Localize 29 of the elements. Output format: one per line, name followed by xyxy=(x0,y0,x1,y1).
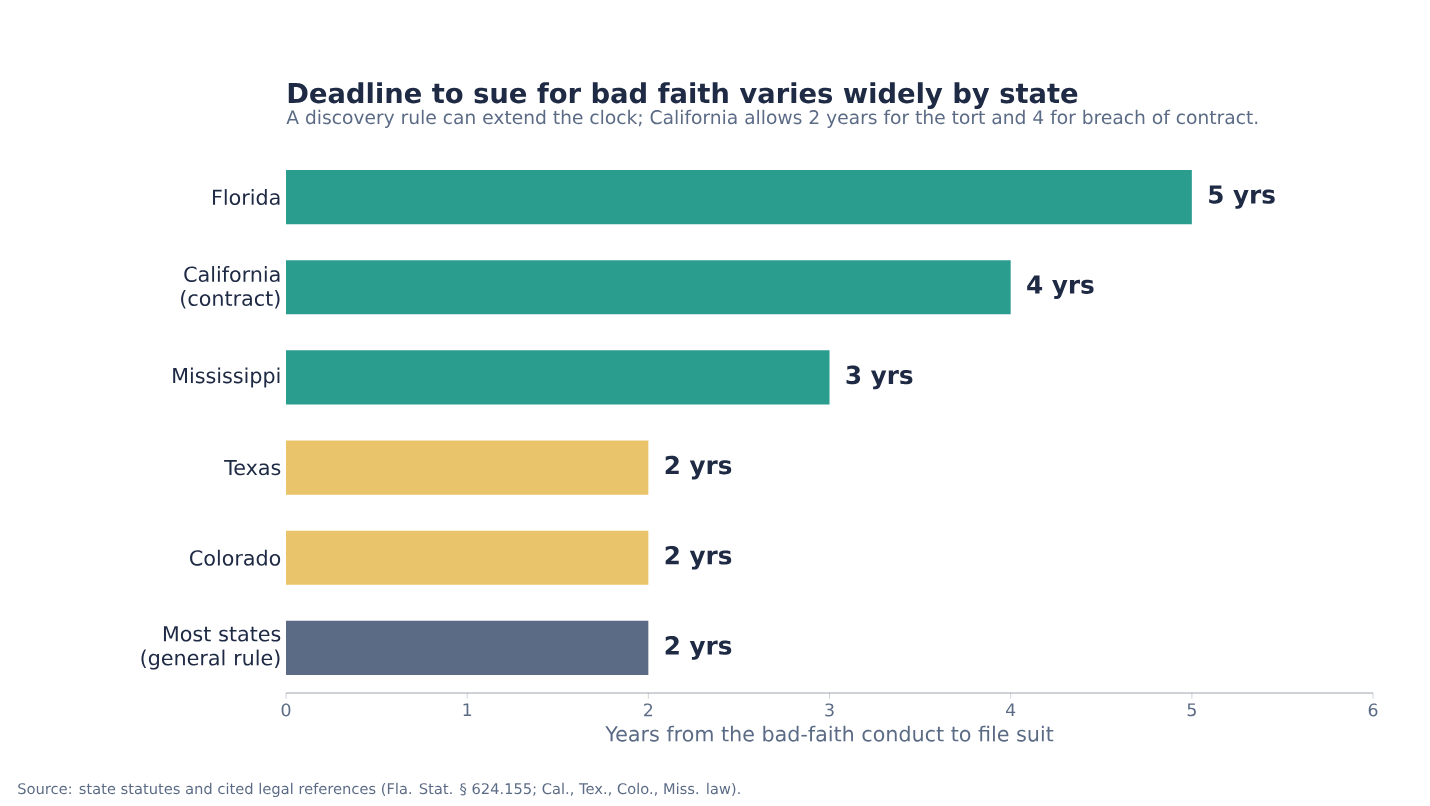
data-label: 2 yrs xyxy=(665,545,732,570)
bar xyxy=(286,350,830,405)
x-tick-label: 1 xyxy=(463,703,472,717)
bar xyxy=(286,530,649,585)
bar xyxy=(286,620,649,675)
x-tick-label: 5 xyxy=(1187,703,1196,717)
x-axis-title: Years from the bad-faith conduct to file suit xyxy=(605,725,1054,742)
x-tick-label: 2 xyxy=(644,703,653,717)
bar xyxy=(286,260,1011,315)
x-tick-label: 6 xyxy=(1368,703,1378,717)
data-label: 3 yrs xyxy=(846,365,913,390)
bar xyxy=(286,440,649,495)
data-label: 2 yrs xyxy=(665,455,732,480)
chart-title: Deadline to sue for bad faith varies widely by state xyxy=(288,82,1078,109)
x-tick-label: 3 xyxy=(825,703,834,717)
y-tick-label: Florida xyxy=(213,189,280,206)
data-label: 2 yrs xyxy=(665,636,732,660)
y-tick-label: California (contract) xyxy=(181,266,280,309)
y-tick-label: Colorado xyxy=(190,549,281,566)
x-tick-label: 0 xyxy=(281,703,291,717)
bar xyxy=(286,170,1192,225)
data-label: 5 yrs xyxy=(1209,185,1275,209)
y-tick-label: Texas xyxy=(224,459,281,476)
source-note: Source: state statutes and cited legal references (Fla. Stat. § 624.155; Cal., Tex., Colo., Miss. law). xyxy=(18,782,740,798)
y-tick-label: Mississippi xyxy=(173,367,280,388)
y-tick-label: Most states (general rule) xyxy=(141,626,281,670)
data-label: 4 yrs xyxy=(1027,275,1094,299)
x-tick-label: 4 xyxy=(1006,703,1016,717)
chart-subtitle: A discovery rule can extend the clock; California allows 2 years for the tort and 4 for breach of contract. xyxy=(286,109,1258,128)
